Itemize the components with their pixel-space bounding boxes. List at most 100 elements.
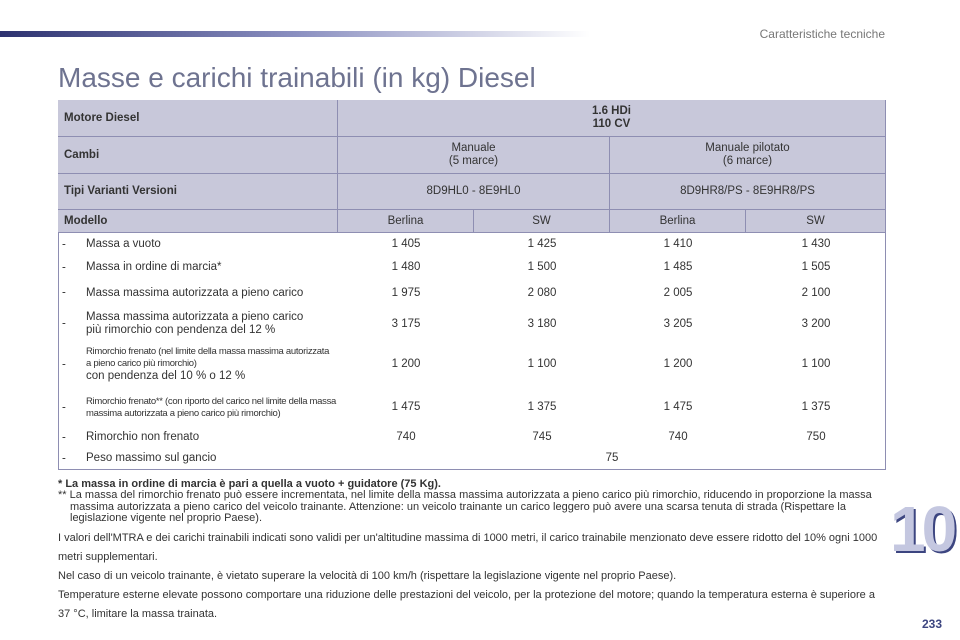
cell-text: 2 005	[663, 286, 693, 299]
row-label: Massa in ordine di marcia*	[86, 256, 336, 279]
value-cell: 1 485	[610, 256, 746, 279]
value-cell: 2 005	[610, 279, 746, 307]
value-cell: 1 500	[474, 256, 610, 279]
cell-text: 1.6 HDi	[592, 105, 631, 117]
chapter-number: 10	[890, 493, 957, 565]
cell-text: Berlina	[659, 214, 696, 227]
value-cell: 3 175	[338, 307, 474, 341]
value-cell: 1 480	[338, 256, 474, 279]
cell-text: 745	[532, 431, 552, 443]
footnote: ** La massa del rimorchio frenato può es…	[58, 489, 872, 524]
paragraph: I valori dell'MTRA e dei carichi trainab…	[58, 531, 878, 563]
value-cell: 1 975	[338, 279, 474, 307]
cell-text: 3 175	[391, 317, 421, 330]
row-header: Cambi	[58, 137, 338, 174]
row-label-text: Massa a vuoto	[86, 238, 161, 250]
cell-text: 8D9HL0 - 8E9HL0	[426, 185, 521, 197]
page-title: Masse e carichi trainabili (in kg) Diese…	[58, 62, 536, 93]
table-cell: SW	[746, 210, 886, 233]
table-cell: 1.6 HDi 110 CV	[338, 100, 886, 137]
row-label: Rimorchio frenato** (con riporto del car…	[86, 388, 336, 427]
row-label-text: Rimorchio non frenato	[86, 431, 200, 443]
value-cell: 1 475	[338, 388, 474, 427]
value-cell: 1 410	[610, 233, 746, 256]
cell-text: 1 430	[801, 238, 831, 250]
value-cell: 1 375	[474, 388, 610, 427]
cell-text: Modello	[64, 214, 108, 227]
row-label: Massa massima autorizzata a pieno carico…	[86, 307, 336, 341]
value-cell: 1 425	[474, 233, 610, 256]
cell-text: Berlina	[387, 214, 424, 227]
row-label-text: con pendenza del 10 % o 12 %	[86, 370, 246, 382]
row-label: Rimorchio non frenato	[86, 427, 336, 448]
value-cell: 750	[746, 427, 886, 448]
cell-text: Manuale	[451, 142, 496, 154]
value-cell: 1 100	[474, 341, 610, 388]
cell-text: 1 480	[391, 261, 421, 273]
footnote: * La massa in ordine di marcia è pari a …	[58, 478, 441, 490]
paragraph: Temperature esterne elevate possono comp…	[58, 588, 875, 620]
row-header: Tipi Varianti Versioni	[58, 174, 338, 210]
cell-text: 1 425	[527, 238, 557, 250]
notes: * La massa in ordine di marcia è pari a …	[58, 478, 886, 624]
cell-text: 750	[806, 431, 826, 443]
cell-text: 3 200	[801, 317, 831, 330]
page-number: 233	[921, 617, 942, 631]
cell-text: 1 485	[663, 261, 693, 273]
value-cell: 1 200	[338, 341, 474, 388]
cell-text: Tipi Varianti Versioni	[64, 185, 177, 197]
cell-text: (6 marce)	[722, 155, 773, 167]
cell-text: SW	[806, 214, 825, 227]
value-cell: 1 505	[746, 256, 886, 279]
row-label: Massa a vuoto	[86, 233, 336, 256]
cell-text: (5 marce)	[448, 155, 499, 167]
value-cell: 1 405	[338, 233, 474, 256]
section-title: Caratteristiche tecniche	[759, 27, 885, 41]
cell-text: 2 080	[527, 286, 557, 299]
value-cell: 740	[338, 427, 474, 448]
value-cell: 75	[338, 448, 886, 469]
cell-text: 110 CV	[592, 118, 631, 130]
row-label-text: Massa massima autorizzata a pieno carico	[86, 311, 304, 323]
row-label-note: Rimorchio frenato** (con riporto del car…	[86, 395, 337, 419]
cell-text: 1 405	[391, 238, 421, 250]
table-cell: SW	[474, 210, 610, 233]
row-label-text: più rimorchio con pendenza del 12 %	[86, 324, 276, 336]
row-header: Motore Diesel	[58, 100, 338, 137]
value-cell: 745	[474, 427, 610, 448]
row-label-text: Massa in ordine di marcia*	[86, 261, 222, 273]
value-cell: 3 180	[474, 307, 610, 341]
cell-text: 1 500	[527, 261, 557, 273]
row-label: Peso massimo sul gancio	[86, 448, 336, 469]
cell-text: 1 100	[527, 358, 557, 370]
paragraph: Nel caso di un veicolo trainante, è viet…	[58, 569, 677, 582]
row-label: Massa massima autorizzata a pieno carico	[86, 279, 336, 307]
value-cell: 1 375	[746, 388, 886, 427]
header-bar	[0, 31, 590, 37]
cell-text: 1 975	[391, 286, 421, 299]
row-label: Rimorchio frenato (nel limite della mass…	[86, 341, 336, 388]
cell-text: 1 375	[527, 401, 557, 413]
cell-text: 740	[396, 431, 416, 443]
row-label-note: Rimorchio frenato (nel limite della mass…	[86, 346, 330, 369]
row-label-text: Peso massimo sul gancio	[86, 452, 217, 464]
value-cell: 2 080	[474, 279, 610, 307]
cell-text: 75	[605, 452, 619, 464]
cell-text: Manuale pilotato	[705, 142, 790, 154]
value-cell: 1 200	[610, 341, 746, 388]
cell-text: 1 475	[391, 401, 421, 413]
cell-text: Cambi	[64, 148, 100, 161]
row-label-text: Massa massima autorizzata a pieno carico	[86, 286, 304, 299]
cell-text: 3 205	[663, 317, 693, 330]
cell-text: 740	[668, 431, 688, 443]
value-cell: 1 430	[746, 233, 886, 256]
value-cell: 1 100	[746, 341, 886, 388]
cell-text: Motore Diesel	[64, 111, 140, 124]
cell-text: 1 410	[663, 238, 693, 250]
cell-text: 8D9HR8/PS - 8E9HR8/PS	[680, 185, 815, 197]
table-cell: Berlina	[338, 210, 474, 233]
value-cell: 3 205	[610, 307, 746, 341]
value-cell: 1 475	[610, 388, 746, 427]
cell-text: SW	[532, 214, 551, 227]
